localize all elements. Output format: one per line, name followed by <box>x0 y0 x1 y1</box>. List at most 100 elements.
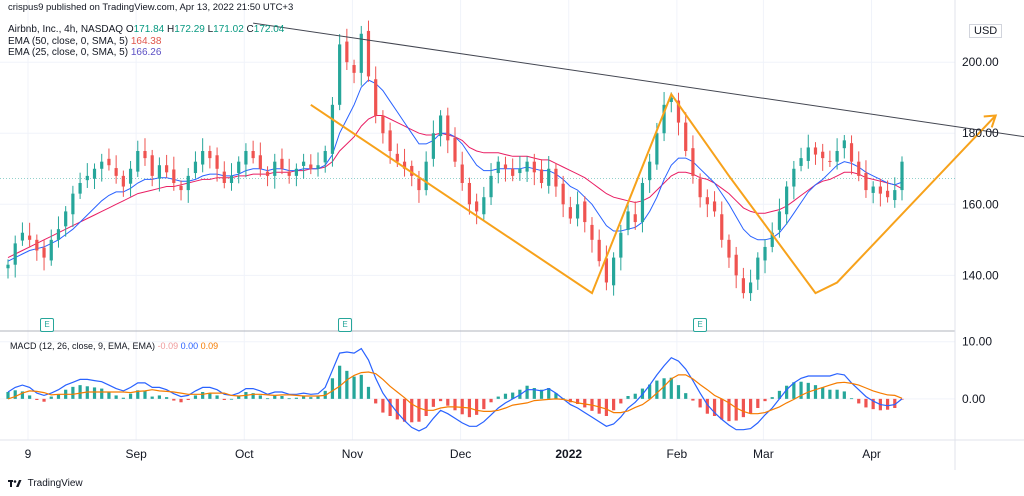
macd-histogram-bar <box>849 398 854 400</box>
candle-body <box>619 232 623 258</box>
candle-body <box>417 178 421 191</box>
macd-histogram-bar <box>345 370 349 399</box>
macd-histogram-bar <box>107 392 111 399</box>
macd-histogram-bar <box>229 398 234 400</box>
currency-label[interactable]: USD <box>969 24 1003 38</box>
candle-body <box>6 264 10 269</box>
candle-body <box>28 235 32 240</box>
candle-body <box>431 133 435 159</box>
candle-body <box>172 169 176 183</box>
macd-histogram-bar <box>338 365 342 399</box>
macd-histogram-bar <box>374 398 378 404</box>
candle-body <box>900 161 904 191</box>
macd-histogram-bar <box>273 395 277 399</box>
candle-body <box>878 186 882 194</box>
arrow-head <box>983 114 998 128</box>
candle-body <box>482 197 486 215</box>
candle-body <box>669 97 673 102</box>
candle-body <box>374 79 378 116</box>
candle-body <box>402 161 407 169</box>
ema25-line <box>7 79 903 262</box>
candle-body <box>78 182 82 194</box>
candle-body <box>453 137 457 162</box>
candle-body <box>792 168 796 187</box>
macd-histogram-bar <box>720 398 724 420</box>
macd-histogram-bar <box>575 398 580 404</box>
candle-body <box>345 41 349 63</box>
candle-body <box>251 151 255 159</box>
candle-body <box>301 161 306 166</box>
macd-histogram-bar <box>410 398 414 423</box>
candle-body <box>85 175 89 181</box>
macd-histogram-bar <box>179 398 183 403</box>
candle-body <box>727 239 731 258</box>
symbol-name[interactable]: Airbnb, Inc., 4h, NASDAQ <box>8 24 124 35</box>
candle-body <box>604 258 609 283</box>
candle-body <box>294 168 298 176</box>
macd-histogram-bar <box>619 398 623 404</box>
candle-body <box>597 239 601 262</box>
macd-histogram-bar <box>121 397 125 399</box>
candle-body <box>496 161 500 174</box>
macd-histogram-bar <box>172 398 176 401</box>
candle-body <box>785 186 789 215</box>
candle-body <box>511 168 515 176</box>
macd-histogram-bar <box>265 398 270 400</box>
ohlc-values: O171.84 H172.29 L171.02 C172.04 <box>125 24 285 35</box>
ema25-legend[interactable]: EMA (25, close, 0, SMA, 5) 166.26 <box>8 47 162 58</box>
macd-histogram-bar <box>691 398 695 401</box>
ema50-value: 164.38 <box>130 36 162 47</box>
time-tick-label: Apr <box>862 447 881 461</box>
candle-body <box>676 100 681 123</box>
candle-body <box>821 151 825 159</box>
resistance-trendline <box>253 22 1024 138</box>
publisher-line: crispus9 published on TradingView.com, A… <box>8 2 294 13</box>
candle-body <box>748 282 753 294</box>
price-tick-label: 160.00 <box>962 197 999 211</box>
candle-body <box>525 161 529 172</box>
macd-histogram-bar <box>366 386 371 399</box>
macd-histogram-bar <box>756 398 760 408</box>
candle-body <box>165 165 169 173</box>
candle-body <box>741 278 745 294</box>
candle-body <box>107 158 111 166</box>
candle-body <box>813 147 818 155</box>
macd-histogram-bar <box>78 385 82 399</box>
candle-body <box>857 161 861 176</box>
candle-body <box>179 185 183 191</box>
time-tick-label: Oct <box>235 447 254 461</box>
macd-lines <box>7 347 903 432</box>
macd-histogram-bar <box>828 389 832 399</box>
candle-body <box>359 33 363 73</box>
candle-body <box>640 182 645 223</box>
candle-body <box>770 232 774 247</box>
candle-body <box>222 171 226 183</box>
candle-body <box>410 165 414 176</box>
macd-histogram-bar <box>446 398 450 406</box>
macd-histogram-bar <box>150 396 154 399</box>
candle-body <box>323 151 327 163</box>
earnings-badge[interactable]: E <box>338 318 352 332</box>
ema25-series <box>7 79 903 262</box>
macd-histogram-bar <box>280 396 284 399</box>
macd-histogram-bar <box>864 398 868 408</box>
candle-body <box>56 229 61 240</box>
macd-histogram-bar <box>648 384 652 399</box>
macd-tick-label: 10.00 <box>962 335 992 349</box>
macd-histogram-bar <box>532 388 536 399</box>
macd-legend[interactable]: MACD (12, 26, close, 9, EMA, EMA) -0.09 … <box>10 341 219 351</box>
macd-histogram-bar <box>583 398 587 408</box>
earnings-badge[interactable]: E <box>40 318 54 332</box>
candle-body <box>208 151 212 159</box>
macd-histogram-bar <box>186 398 190 400</box>
earnings-badge[interactable]: E <box>693 318 707 332</box>
candle-body <box>215 155 219 169</box>
macd-histogram-bar <box>633 393 637 399</box>
candle-body <box>388 130 392 152</box>
ema50-legend[interactable]: EMA (50, close, 0, SMA, 5) 164.38 <box>8 36 162 47</box>
macd-signal-value: 0.09 <box>200 341 219 351</box>
candle-body <box>871 186 875 193</box>
macd-histogram <box>6 365 904 423</box>
macd-histogram-bar <box>885 398 890 410</box>
time-tick-label: Feb <box>667 447 688 461</box>
